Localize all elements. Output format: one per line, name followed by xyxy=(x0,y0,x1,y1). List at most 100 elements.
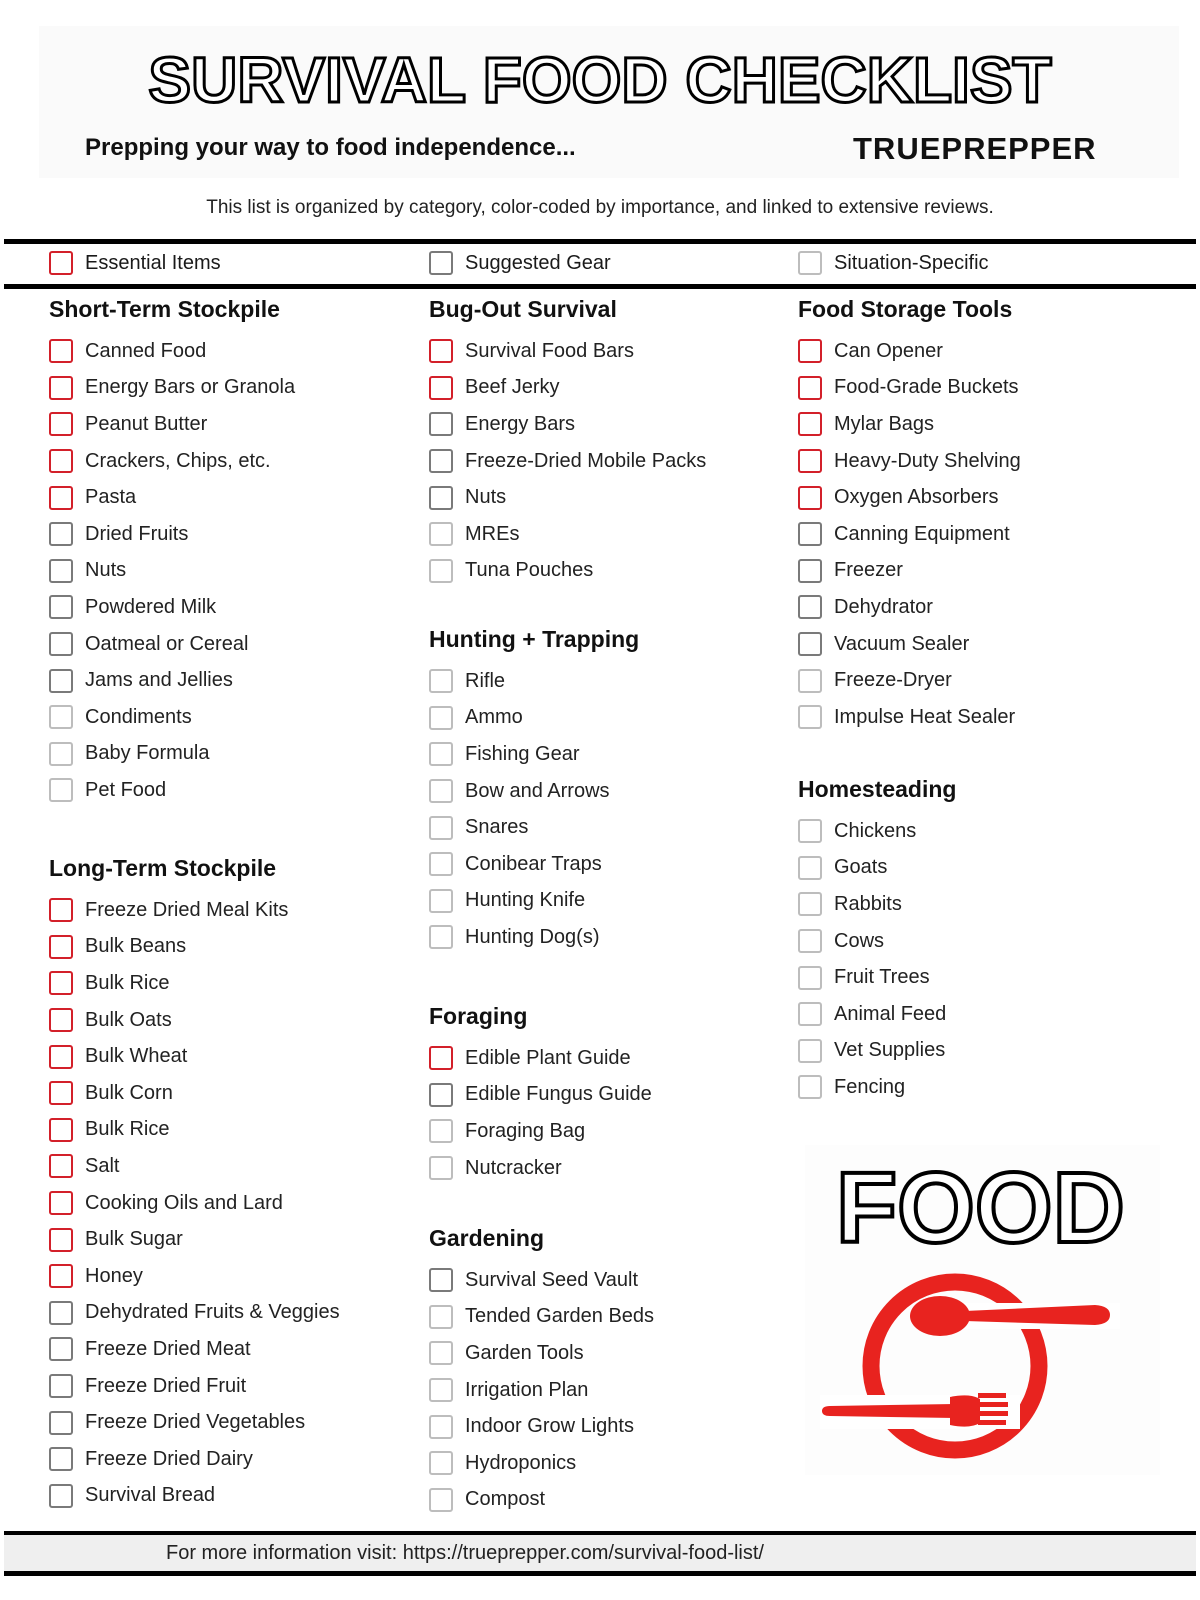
checkbox[interactable] xyxy=(798,1038,822,1063)
checkbox[interactable] xyxy=(429,1268,453,1293)
checkbox[interactable] xyxy=(49,485,73,510)
checkbox[interactable] xyxy=(798,965,822,990)
checklist-item[interactable]: Freezer xyxy=(798,553,1021,590)
checkbox[interactable] xyxy=(429,815,453,840)
checkbox[interactable] xyxy=(798,929,822,954)
checklist-item[interactable]: Canning Equipment xyxy=(798,516,1021,553)
checkbox[interactable] xyxy=(49,339,73,364)
checkbox[interactable] xyxy=(49,1410,73,1435)
checklist-item[interactable]: Oatmeal or Cereal xyxy=(49,626,295,663)
checklist-item[interactable]: Powdered Milk xyxy=(49,589,295,626)
checkbox[interactable] xyxy=(429,705,453,730)
checklist-item[interactable]: Food-Grade Buckets xyxy=(798,370,1021,407)
checkbox[interactable] xyxy=(49,898,73,923)
checklist-item[interactable]: Edible Plant Guide xyxy=(429,1040,652,1077)
checkbox[interactable] xyxy=(49,412,73,437)
checklist-item[interactable]: Snares xyxy=(429,809,639,846)
checklist-item[interactable]: Baby Formula xyxy=(49,736,295,773)
checkbox[interactable] xyxy=(798,668,822,693)
checkbox[interactable] xyxy=(49,375,73,400)
checklist-item[interactable]: Freeze-Dryer xyxy=(798,662,1021,699)
checklist-item[interactable]: Goats xyxy=(798,850,956,887)
checkbox[interactable] xyxy=(798,1002,822,1027)
checklist-item[interactable]: Peanut Butter xyxy=(49,406,295,443)
checkbox[interactable] xyxy=(798,485,822,510)
checklist-item[interactable]: Rifle xyxy=(429,663,639,700)
checkbox[interactable] xyxy=(49,934,73,959)
checklist-item[interactable]: Can Opener xyxy=(798,333,1021,370)
checkbox[interactable] xyxy=(429,1119,453,1144)
checkbox[interactable] xyxy=(429,1451,453,1476)
checklist-item[interactable]: Hydroponics xyxy=(429,1445,654,1482)
checkbox[interactable] xyxy=(429,1414,453,1439)
checkbox[interactable] xyxy=(429,449,453,474)
checklist-item[interactable]: Freeze-Dried Mobile Packs xyxy=(429,443,706,480)
checklist-item[interactable]: Canned Food xyxy=(49,333,295,370)
checkbox[interactable] xyxy=(49,1191,73,1216)
checklist-item[interactable]: Bulk Wheat xyxy=(49,1038,340,1075)
checkbox[interactable] xyxy=(429,779,453,804)
checkbox[interactable] xyxy=(798,449,822,474)
checkbox[interactable] xyxy=(429,339,453,364)
checkbox[interactable] xyxy=(429,1341,453,1366)
checkbox[interactable] xyxy=(429,1156,453,1181)
checkbox[interactable] xyxy=(429,888,453,913)
checklist-item[interactable]: Bulk Oats xyxy=(49,1002,340,1039)
checklist-item[interactable]: Animal Feed xyxy=(798,996,956,1033)
checklist-item[interactable]: Nuts xyxy=(49,553,295,590)
checklist-item[interactable]: Survival Bread xyxy=(49,1478,340,1515)
checklist-item[interactable]: Nuts xyxy=(429,479,706,516)
checkbox[interactable] xyxy=(798,632,822,657)
checklist-item[interactable]: Dehydrated Fruits & Veggies xyxy=(49,1295,340,1332)
checkbox[interactable] xyxy=(49,971,73,996)
checkbox[interactable] xyxy=(429,925,453,950)
checkbox[interactable] xyxy=(429,522,453,547)
checkbox[interactable] xyxy=(49,595,73,620)
checklist-item[interactable]: Compost xyxy=(429,1482,654,1519)
checklist-item[interactable]: Rabbits xyxy=(798,886,956,923)
checkbox[interactable] xyxy=(49,1044,73,1069)
checklist-item[interactable]: Mylar Bags xyxy=(798,406,1021,443)
checklist-item[interactable]: Condiments xyxy=(49,699,295,736)
checklist-item[interactable]: Energy Bars or Granola xyxy=(49,370,295,407)
checkbox[interactable] xyxy=(49,1081,73,1106)
checklist-item[interactable]: Foraging Bag xyxy=(429,1113,652,1150)
checkbox[interactable] xyxy=(49,1447,73,1472)
checkbox[interactable] xyxy=(49,1374,73,1399)
checklist-item[interactable]: Bulk Rice xyxy=(49,1112,340,1149)
checkbox[interactable] xyxy=(429,852,453,877)
checklist-item[interactable]: Hunting Dog(s) xyxy=(429,919,639,956)
checklist-item[interactable]: Chickens xyxy=(798,813,956,850)
checkbox[interactable] xyxy=(798,819,822,844)
checkbox[interactable] xyxy=(429,669,453,694)
checklist-item[interactable]: Freeze Dried Meal Kits xyxy=(49,892,340,929)
checklist-item[interactable]: Fruit Trees xyxy=(798,959,956,996)
checklist-item[interactable]: Dried Fruits xyxy=(49,516,295,553)
checkbox[interactable] xyxy=(429,1378,453,1403)
checklist-item[interactable]: Bulk Rice xyxy=(49,965,340,1002)
checkbox[interactable] xyxy=(798,339,822,364)
checklist-item[interactable]: Freeze Dried Fruit xyxy=(49,1368,340,1405)
checklist-item[interactable]: Jams and Jellies xyxy=(49,662,295,699)
checklist-item[interactable]: Freeze Dried Dairy xyxy=(49,1441,340,1478)
checklist-item[interactable]: Freeze Dried Meat xyxy=(49,1331,340,1368)
checklist-item[interactable]: Beef Jerky xyxy=(429,370,706,407)
checklist-item[interactable]: Irrigation Plan xyxy=(429,1372,654,1409)
checklist-item[interactable]: Edible Fungus Guide xyxy=(429,1077,652,1114)
checklist-item[interactable]: Honey xyxy=(49,1258,340,1295)
checkbox[interactable] xyxy=(49,778,73,803)
checklist-item[interactable]: Fencing xyxy=(798,1069,956,1106)
checkbox[interactable] xyxy=(798,595,822,620)
checkbox[interactable] xyxy=(798,892,822,917)
checklist-item[interactable]: Bulk Sugar xyxy=(49,1221,340,1258)
checkbox[interactable] xyxy=(798,412,822,437)
checklist-item[interactable]: Cooking Oils and Lard xyxy=(49,1185,340,1222)
checklist-item[interactable]: Tuna Pouches xyxy=(429,553,706,590)
checkbox[interactable] xyxy=(429,558,453,583)
checkbox[interactable] xyxy=(798,855,822,880)
checkbox[interactable] xyxy=(429,412,453,437)
checklist-item[interactable]: Survival Food Bars xyxy=(429,333,706,370)
checklist-item[interactable]: MREs xyxy=(429,516,706,553)
checkbox[interactable] xyxy=(798,1075,822,1100)
checkbox[interactable] xyxy=(429,742,453,767)
